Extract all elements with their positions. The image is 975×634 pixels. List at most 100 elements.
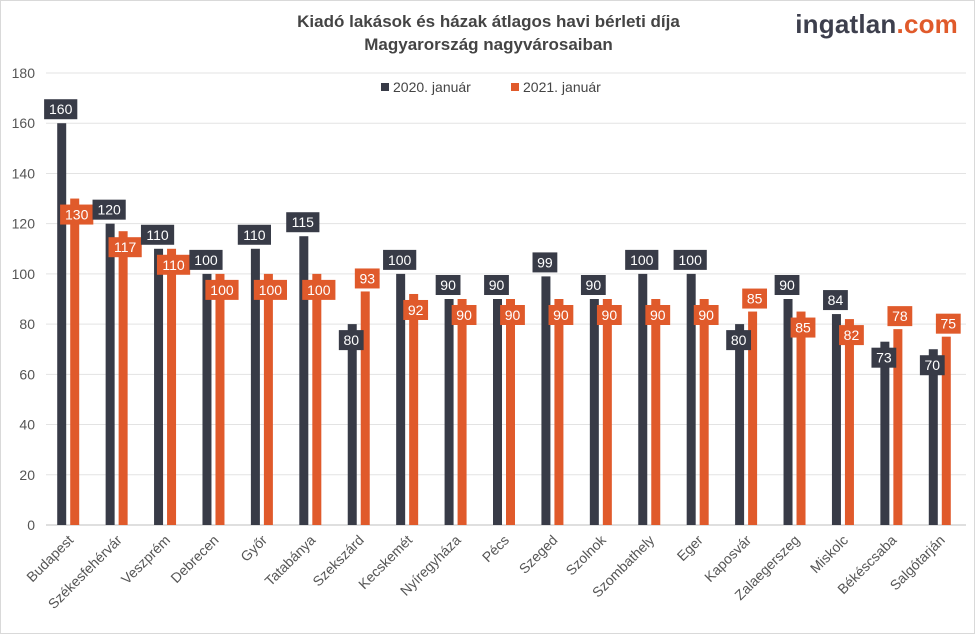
data-label-2020-12: 100 bbox=[630, 252, 654, 268]
bar-2020-7 bbox=[396, 273, 406, 525]
data-label-2021-6: 93 bbox=[359, 270, 375, 286]
y-tick-label-60: 60 bbox=[19, 366, 35, 382]
bar-2021-5 bbox=[312, 273, 322, 525]
data-label-2020-6: 80 bbox=[343, 332, 359, 348]
data-label-2021-12: 90 bbox=[650, 307, 666, 323]
data-label-2020-18-box bbox=[919, 355, 945, 376]
data-label-2021-10-box bbox=[548, 305, 574, 325]
bar-2021-0 bbox=[70, 198, 80, 526]
x-tick-label-2: Veszprém bbox=[118, 532, 173, 587]
data-label-2020-1-box bbox=[92, 199, 126, 220]
data-label-2020-3-box bbox=[189, 249, 223, 270]
data-label-2021-15-box bbox=[790, 317, 816, 338]
bar-2021-18 bbox=[941, 336, 951, 525]
x-tick-label-3: Debrecen bbox=[167, 532, 221, 586]
bar-2021-3 bbox=[215, 273, 225, 525]
logo-main: ingatlan bbox=[795, 9, 897, 39]
data-label-2020-13: 100 bbox=[679, 252, 703, 268]
data-label-2020-4-box bbox=[237, 224, 271, 245]
bar-2021-10 bbox=[554, 299, 564, 525]
x-tick-label-4: Győr bbox=[237, 532, 270, 565]
y-tick-label-160: 160 bbox=[12, 115, 36, 131]
data-label-2020-10: 99 bbox=[537, 254, 553, 270]
legend-item-2021: 2021. január bbox=[511, 79, 601, 95]
y-tick-label-100: 100 bbox=[12, 266, 36, 282]
x-tick-label-11: Szolnok bbox=[562, 531, 609, 578]
data-label-2020-4: 110 bbox=[243, 227, 266, 243]
bar-2021-12 bbox=[651, 299, 661, 525]
data-label-2020-16-box bbox=[823, 290, 848, 311]
bar-2020-5 bbox=[299, 236, 309, 525]
y-tick-label-40: 40 bbox=[19, 417, 35, 433]
data-label-2021-5: 100 bbox=[307, 282, 331, 298]
data-label-2020-16: 84 bbox=[828, 292, 844, 308]
data-label-2021-4: 100 bbox=[259, 282, 283, 298]
bar-2021-8 bbox=[457, 299, 467, 525]
data-label-2020-12-box bbox=[625, 249, 659, 270]
data-label-2021-13: 90 bbox=[698, 307, 714, 323]
data-label-2020-5: 115 bbox=[292, 214, 315, 230]
bar-2021-9 bbox=[506, 299, 515, 525]
data-label-2020-14-box bbox=[726, 330, 752, 351]
y-tick-label-0: 0 bbox=[27, 517, 35, 533]
data-label-2021-16-box bbox=[839, 325, 864, 346]
data-label-2021-4-box bbox=[253, 279, 287, 300]
data-label-2020-10-box bbox=[532, 252, 558, 273]
bar-2020-18 bbox=[928, 349, 938, 525]
bar-2020-8 bbox=[444, 299, 454, 525]
ingatlan-logo: ingatlan.com bbox=[795, 9, 958, 40]
data-label-2021-16: 82 bbox=[844, 327, 860, 343]
x-tick-label-16: Miskolc bbox=[807, 532, 851, 576]
y-tick-label-140: 140 bbox=[12, 165, 36, 181]
data-label-2021-2-box bbox=[156, 254, 191, 275]
data-label-2020-5-box bbox=[286, 212, 320, 233]
data-label-2020-11: 90 bbox=[586, 277, 602, 293]
data-label-2020-1: 120 bbox=[97, 202, 121, 218]
bar-2020-3 bbox=[202, 273, 212, 525]
data-label-2020-0-box bbox=[44, 99, 78, 120]
data-label-2021-5-box bbox=[302, 279, 336, 300]
data-label-2021-13-box bbox=[693, 305, 719, 325]
y-tick-label-180: 180 bbox=[12, 65, 36, 81]
data-label-2021-2: 110 bbox=[162, 257, 185, 273]
data-label-2021-1: 117 bbox=[114, 239, 137, 255]
data-label-2020-7: 100 bbox=[388, 252, 412, 268]
bar-2021-13 bbox=[699, 299, 709, 525]
data-label-2020-6-box bbox=[338, 330, 364, 351]
bar-2020-2 bbox=[154, 248, 164, 525]
x-tick-label-13: Eger bbox=[674, 532, 706, 564]
bar-2020-13 bbox=[686, 273, 696, 525]
data-label-2021-18: 75 bbox=[941, 316, 957, 332]
data-label-2021-12-box bbox=[645, 305, 671, 325]
bar-2020-14 bbox=[735, 324, 745, 525]
data-label-2020-3: 100 bbox=[194, 252, 218, 268]
x-tick-label-9: Pécs bbox=[479, 532, 512, 565]
data-label-2021-8-box bbox=[451, 305, 477, 325]
x-tick-label-10: Szeged bbox=[516, 532, 561, 577]
data-label-2020-15-box bbox=[774, 275, 800, 295]
data-label-2020-13-box bbox=[673, 249, 707, 270]
data-label-2021-10: 90 bbox=[553, 307, 569, 323]
data-label-2021-17: 78 bbox=[892, 308, 908, 324]
data-label-2020-2-box bbox=[140, 224, 175, 245]
data-label-2021-3: 100 bbox=[210, 282, 234, 298]
data-label-2020-17-box bbox=[871, 347, 897, 368]
bar-2021-14 bbox=[748, 311, 758, 525]
data-label-2020-8-box bbox=[435, 275, 461, 295]
data-label-2021-17-box bbox=[887, 306, 913, 327]
data-label-2021-1-box bbox=[108, 237, 142, 258]
data-label-2020-17: 73 bbox=[876, 350, 892, 366]
bar-2021-15 bbox=[796, 311, 806, 525]
data-label-2021-9-box bbox=[500, 305, 525, 325]
data-label-2021-14: 85 bbox=[747, 291, 763, 307]
bar-2021-16 bbox=[844, 319, 854, 525]
bar-2021-6 bbox=[360, 291, 370, 525]
y-tick-label-80: 80 bbox=[19, 316, 35, 332]
bar-2021-1 bbox=[118, 231, 128, 525]
data-label-2021-6-box bbox=[354, 268, 380, 289]
data-label-2021-18-box bbox=[935, 313, 961, 334]
data-label-2021-0: 130 bbox=[65, 207, 89, 223]
data-label-2020-2: 110 bbox=[146, 227, 169, 243]
y-tick-label-20: 20 bbox=[19, 467, 35, 483]
data-label-2021-9: 90 bbox=[505, 307, 521, 323]
